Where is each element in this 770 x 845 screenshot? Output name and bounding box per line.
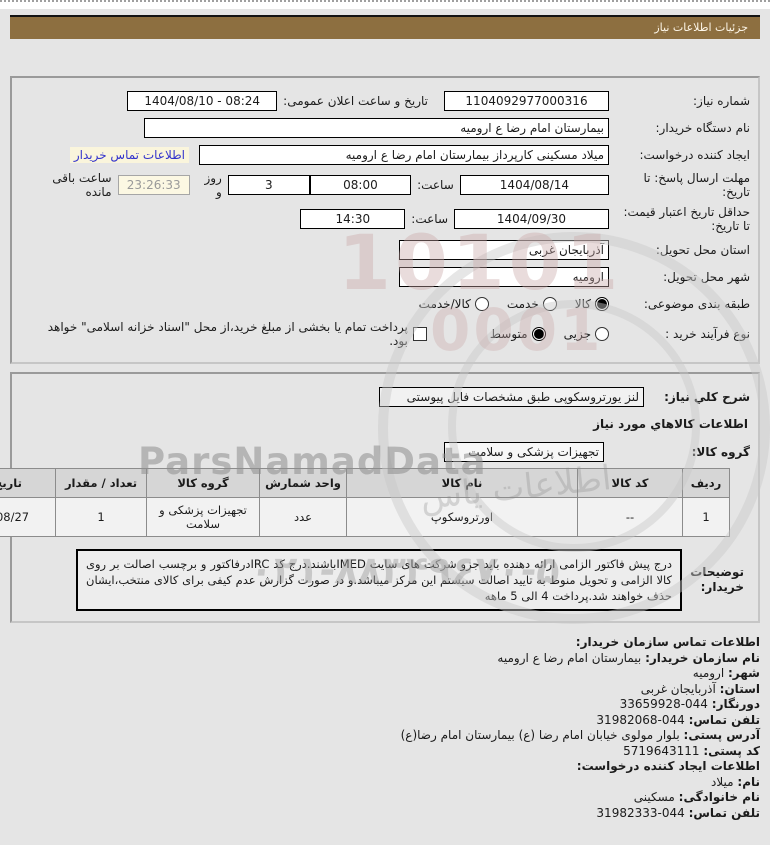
announce-datetime-label: تاریخ و ساعت اعلان عمومی: <box>283 93 428 108</box>
table-row: 1 -- اورتروسکوپ عدد تجهیزات پزشکی و سلام… <box>0 497 730 537</box>
cell-group: تجهیزات پزشکی و سلامت <box>146 497 260 537</box>
creator-field[interactable]: میلاد مسکینی کارپرداز بیمارستان امام رضا… <box>199 144 609 165</box>
category-option-goods-service[interactable]: کالا/خدمت <box>418 296 489 311</box>
page-title: جزئیات اطلاعات نیاز <box>10 15 760 39</box>
category-row: طبقه بندی موضوعی: کالا خدمت کالا/خدمت <box>20 293 750 314</box>
category-option-goods-label: کالا <box>574 296 591 311</box>
need-description-row: شرح کلي نياز: لنز یورتروسکوپی طبق مشخصات… <box>20 386 750 407</box>
items-table: ردیف کد کالا نام کالا واحد شمارش گروه کا… <box>0 468 730 537</box>
org-contact-heading: اطلاعات تماس سازمان خریدار: <box>575 635 760 649</box>
radio-minor-icon[interactable] <box>595 327 609 341</box>
creator-label: ایجاد کننده درخواست: <box>639 147 750 162</box>
deadline-time-field[interactable]: 08:00 <box>309 175 412 195</box>
validity-time-field[interactable]: 14:30 <box>300 209 406 229</box>
buyer-notes-text: درج پیش فاکتور الزامی ارائه دهنده باید ج… <box>76 549 682 611</box>
process-type-label: نوع فرآیند خرید : <box>665 327 750 341</box>
buyer-notes-label: توضیحات خریدار: <box>690 565 744 594</box>
creator-contact-heading: اطلاعات ایجاد کننده درخواست: <box>576 759 760 773</box>
col-name: نام کالا <box>346 468 578 498</box>
creator-row: ایجاد کننده درخواست: میلاد مسکینی کارپرد… <box>20 144 750 165</box>
cell-code: -- <box>577 497 683 537</box>
cell-index: 1 <box>682 497 730 537</box>
validity-date-field[interactable]: 1404/09/30 <box>454 209 609 229</box>
buyer-org-label: نام دستگاه خریدار: <box>655 120 751 135</box>
deadline-row: مهلت ارسال پاسخ: تا تاریخ: 1404/08/14 سا… <box>20 171 750 199</box>
need-number-field[interactable]: 1104092977000316 <box>444 90 609 111</box>
col-code: کد کالا <box>577 468 683 498</box>
deadline-hour-label: ساعت: <box>417 178 454 192</box>
price-validity-label: حداقل تاریخ اعتبار قیمت: تا تاریخ: <box>623 205 750 233</box>
items-table-header-row: ردیف کد کالا نام کالا واحد شمارش گروه کا… <box>0 468 730 498</box>
radio-goods-icon[interactable] <box>595 296 609 311</box>
category-label: طبقه بندی موضوعی: <box>643 296 750 311</box>
process-option-minor-label: جزیی <box>563 327 591 341</box>
page-top-divider <box>0 0 770 9</box>
process-option-minor[interactable]: جزیی <box>564 327 609 341</box>
city-row: شهر محل تحویل: ارومیه <box>20 266 750 287</box>
creator-lastname-line: نام خانوادگی: مسکینی <box>633 790 760 804</box>
process-option-medium[interactable]: متوسط <box>490 327 546 341</box>
col-qty: تعداد / مقدار <box>55 468 147 498</box>
org-fax-line: دورنگار: 33659928-044 <box>619 697 760 711</box>
need-detail-panel: شرح کلي نياز: لنز یورتروسکوپی طبق مشخصات… <box>0 372 760 623</box>
creator-firstname-line: نام: میلاد <box>711 774 760 789</box>
radio-medium-icon[interactable] <box>531 327 546 341</box>
validity-hour-label: ساعت: <box>411 212 448 226</box>
deadline-label: مهلت ارسال پاسخ: تا تاریخ: <box>643 171 750 199</box>
need-number-label: شماره نیاز: <box>693 93 750 108</box>
buyer-org-field[interactable]: بیمارستان امام رضا ع ارومیه <box>144 117 609 138</box>
category-option-goods-service-label: کالا/خدمت <box>418 296 471 311</box>
org-name-line: نام سازمان خریدار: بیمارستان امام رضا ع … <box>497 650 760 665</box>
city-label: شهر محل تحویل: <box>663 269 750 284</box>
process-type-row: نوع فرآیند خرید : جزیی متوسط پرداخت تمام… <box>20 320 750 348</box>
remaining-days-field[interactable]: 3 <box>227 175 310 195</box>
col-group: گروه کالا <box>146 468 260 498</box>
radio-service-icon[interactable] <box>542 296 557 311</box>
province-label: استان محل تحویل: <box>655 242 750 257</box>
cell-unit: عدد <box>259 497 347 537</box>
org-address-line: آدرس پستی: بلوار مولوی خیابان امام رضا (… <box>400 728 760 742</box>
radio-goods-service-icon[interactable] <box>474 296 489 311</box>
category-option-service[interactable]: خدمت <box>506 296 557 311</box>
remaining-hours-label: ساعت باقی مانده <box>52 171 112 199</box>
need-description-label: شرح کلي نياز: <box>664 389 750 404</box>
treasury-payment-option[interactable]: پرداخت تمام یا بخشی از مبلغ خرید،از محل … <box>38 320 427 348</box>
category-option-service-label: خدمت <box>506 296 539 311</box>
city-field[interactable]: ارومیه <box>399 266 609 287</box>
cell-qty: 1 <box>55 497 147 537</box>
category-option-goods[interactable]: کالا <box>574 296 609 311</box>
goods-group-label: گروه کالا: <box>691 444 750 459</box>
col-unit: واحد شمارش <box>259 468 347 498</box>
countdown-timer: 23:26:33 <box>117 175 190 195</box>
cell-name: اورتروسکوپ <box>346 497 578 537</box>
items-section-heading: اطلاعات کالاهاي مورد نياز <box>593 417 748 431</box>
province-field[interactable]: آذربایجان غربی <box>399 239 609 260</box>
buyer-contact-link[interactable]: اطلاعات تماس خریدار <box>69 146 189 163</box>
deadline-date-field[interactable]: 1404/08/14 <box>459 175 609 195</box>
need-description-field[interactable]: لنز یورتروسکوپی طبق مشخصات فایل پیوستی <box>379 386 644 407</box>
remaining-days-label: روز و <box>204 171 222 199</box>
need-number-row: شماره نیاز: 1104092977000316 تاریخ و ساع… <box>20 90 750 111</box>
request-summary-panel: شماره نیاز: 1104092977000316 تاریخ و ساع… <box>10 76 760 364</box>
announce-datetime-field[interactable]: 1404/08/10 - 08:24 <box>127 90 278 111</box>
treasury-checkbox[interactable] <box>412 327 427 341</box>
buyer-org-row: نام دستگاه خریدار: بیمارستان امام رضا ع … <box>20 117 750 138</box>
goods-group-row: گروه کالا: تجهیزات پزشکی و سلامت <box>20 441 750 462</box>
province-row: استان محل تحویل: آذربایجان غربی <box>20 239 750 260</box>
buyer-notes-row: توضیحات خریدار: درج پیش فاکتور الزامی ار… <box>20 549 744 611</box>
org-phone-line: تلفن تماس: 31982068-044 <box>596 712 760 727</box>
col-index: ردیف <box>682 468 730 498</box>
process-option-medium-label: متوسط <box>489 327 528 341</box>
org-city-line: شهر: ارومیه <box>692 666 760 680</box>
org-postalcode-line: کد پستی: 5719643111 <box>623 743 760 758</box>
contact-section: اطلاعات تماس سازمان خریدار: نام سازمان خ… <box>10 635 760 821</box>
treasury-checkbox-label: پرداخت تمام یا بخشی از مبلغ خرید،از محل … <box>47 320 408 348</box>
price-validity-row: حداقل تاریخ اعتبار قیمت: تا تاریخ: 1404/… <box>20 205 750 233</box>
goods-group-field[interactable]: تجهیزات پزشکی و سلامت <box>444 441 604 462</box>
col-date: تاریخ نیاز <box>0 468 56 498</box>
cell-date: 1404/08/27 <box>0 497 56 537</box>
org-province-line: استان: آذربایجان غربی <box>640 681 760 696</box>
creator-phone-line: تلفن تماس: 31982333-044 <box>596 805 760 820</box>
